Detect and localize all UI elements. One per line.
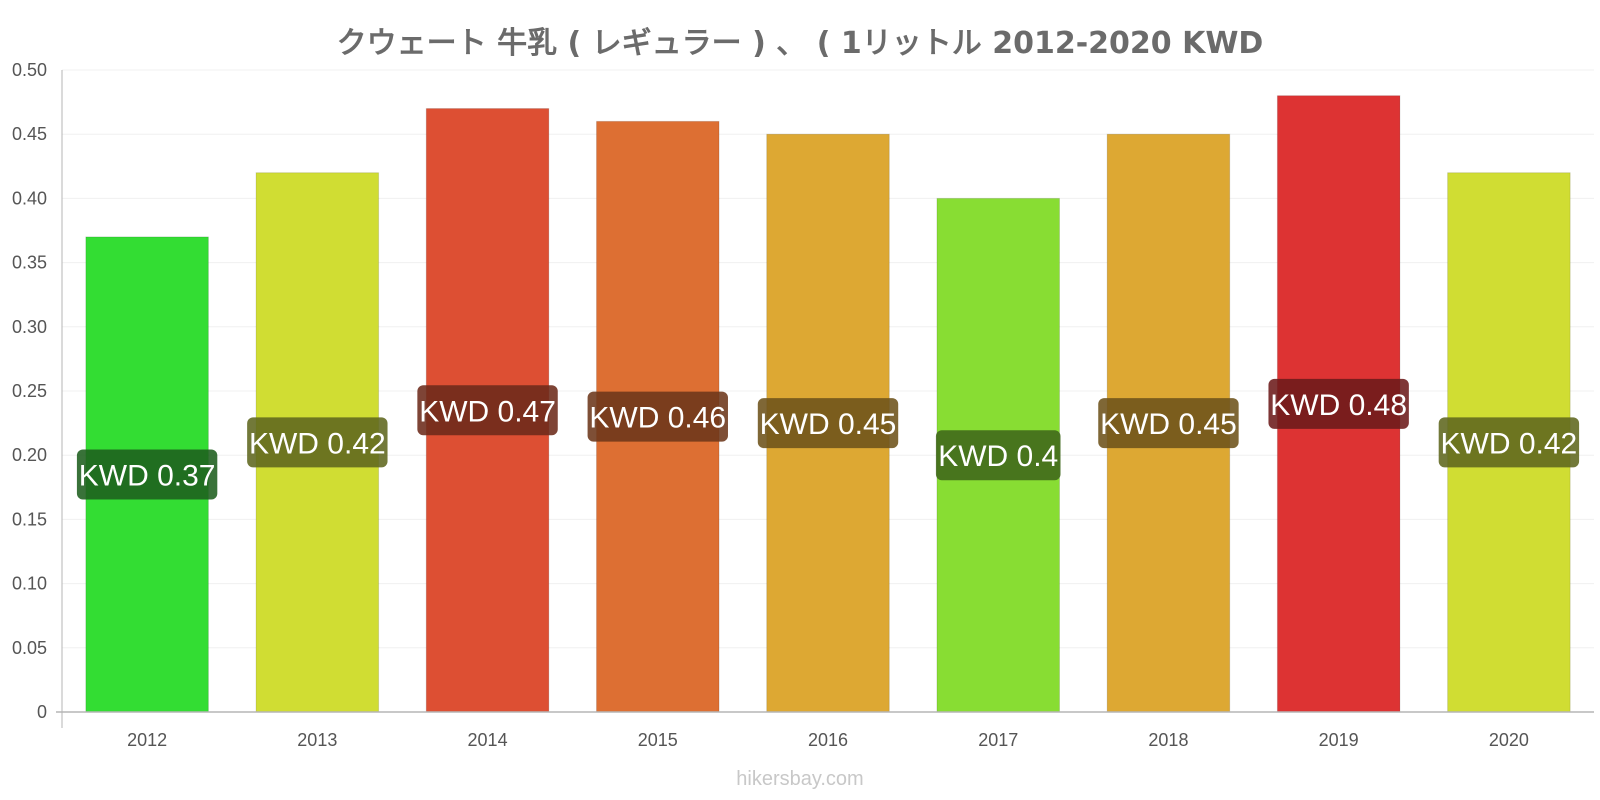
data-label: KWD 0.45 [1100, 408, 1237, 441]
y-tick-label: 0.40 [12, 188, 47, 208]
y-tick-label: 0.10 [12, 574, 47, 594]
data-label-box [1098, 398, 1239, 449]
x-tick-label: 2020 [1489, 730, 1529, 750]
data-label-box [247, 417, 388, 468]
x-tick-label: 2012 [127, 730, 167, 750]
x-tick-label: 2016 [808, 730, 848, 750]
data-label: KWD 0.4 [938, 440, 1058, 473]
y-tick-label: 0.05 [12, 638, 47, 658]
y-tick-label: 0.30 [12, 317, 47, 337]
axes: 0 0.05 0.10 0.15 0.20 0.25 0.30 0.35 0.40 0.45 0.5… [12, 60, 1594, 750]
data-label-box [935, 430, 1061, 481]
y-tick-label: 0.35 [12, 253, 47, 273]
x-tick-label: 2015 [638, 730, 678, 750]
data-label: KWD 0.47 [419, 395, 556, 428]
x-tick-label: 2018 [1148, 730, 1188, 750]
y-tick-label: 0.20 [12, 445, 47, 465]
x-tick-label: 2017 [978, 730, 1018, 750]
y-tick-label: 0 [37, 702, 47, 722]
data-labels: KWD 0.37 KWD 0.42 KWD 0.47 KWD 0.46 KWD 0.45… [76, 378, 1580, 500]
y-tick-label: 0.15 [12, 509, 47, 529]
data-label: KWD 0.48 [1270, 389, 1407, 422]
y-tick-label: 0.45 [12, 124, 47, 144]
data-label: KWD 0.37 [79, 459, 216, 492]
data-label: KWD 0.45 [760, 408, 897, 441]
data-label-box [1438, 417, 1580, 468]
data-label-box [417, 385, 558, 436]
data-label-box [1268, 378, 1409, 429]
x-tick-label: 2019 [1319, 730, 1359, 750]
y-tick-label: 0.25 [12, 381, 47, 401]
x-tick-label: 2014 [468, 730, 508, 750]
data-label-box [587, 391, 728, 442]
data-label: KWD 0.42 [1441, 427, 1578, 460]
x-tick-label: 2013 [297, 730, 337, 750]
y-tick-label: 0.50 [12, 60, 47, 80]
watermark: hikersbay.com [736, 768, 864, 790]
data-label: KWD 0.46 [589, 402, 726, 435]
chart-title: クウェート 牛乳 ( レギュラー ) 、 ( 1リットル 2012-2020 K… [336, 26, 1264, 61]
data-label-box [76, 449, 218, 500]
data-label-box [757, 398, 899, 449]
data-label: KWD 0.42 [249, 427, 386, 460]
